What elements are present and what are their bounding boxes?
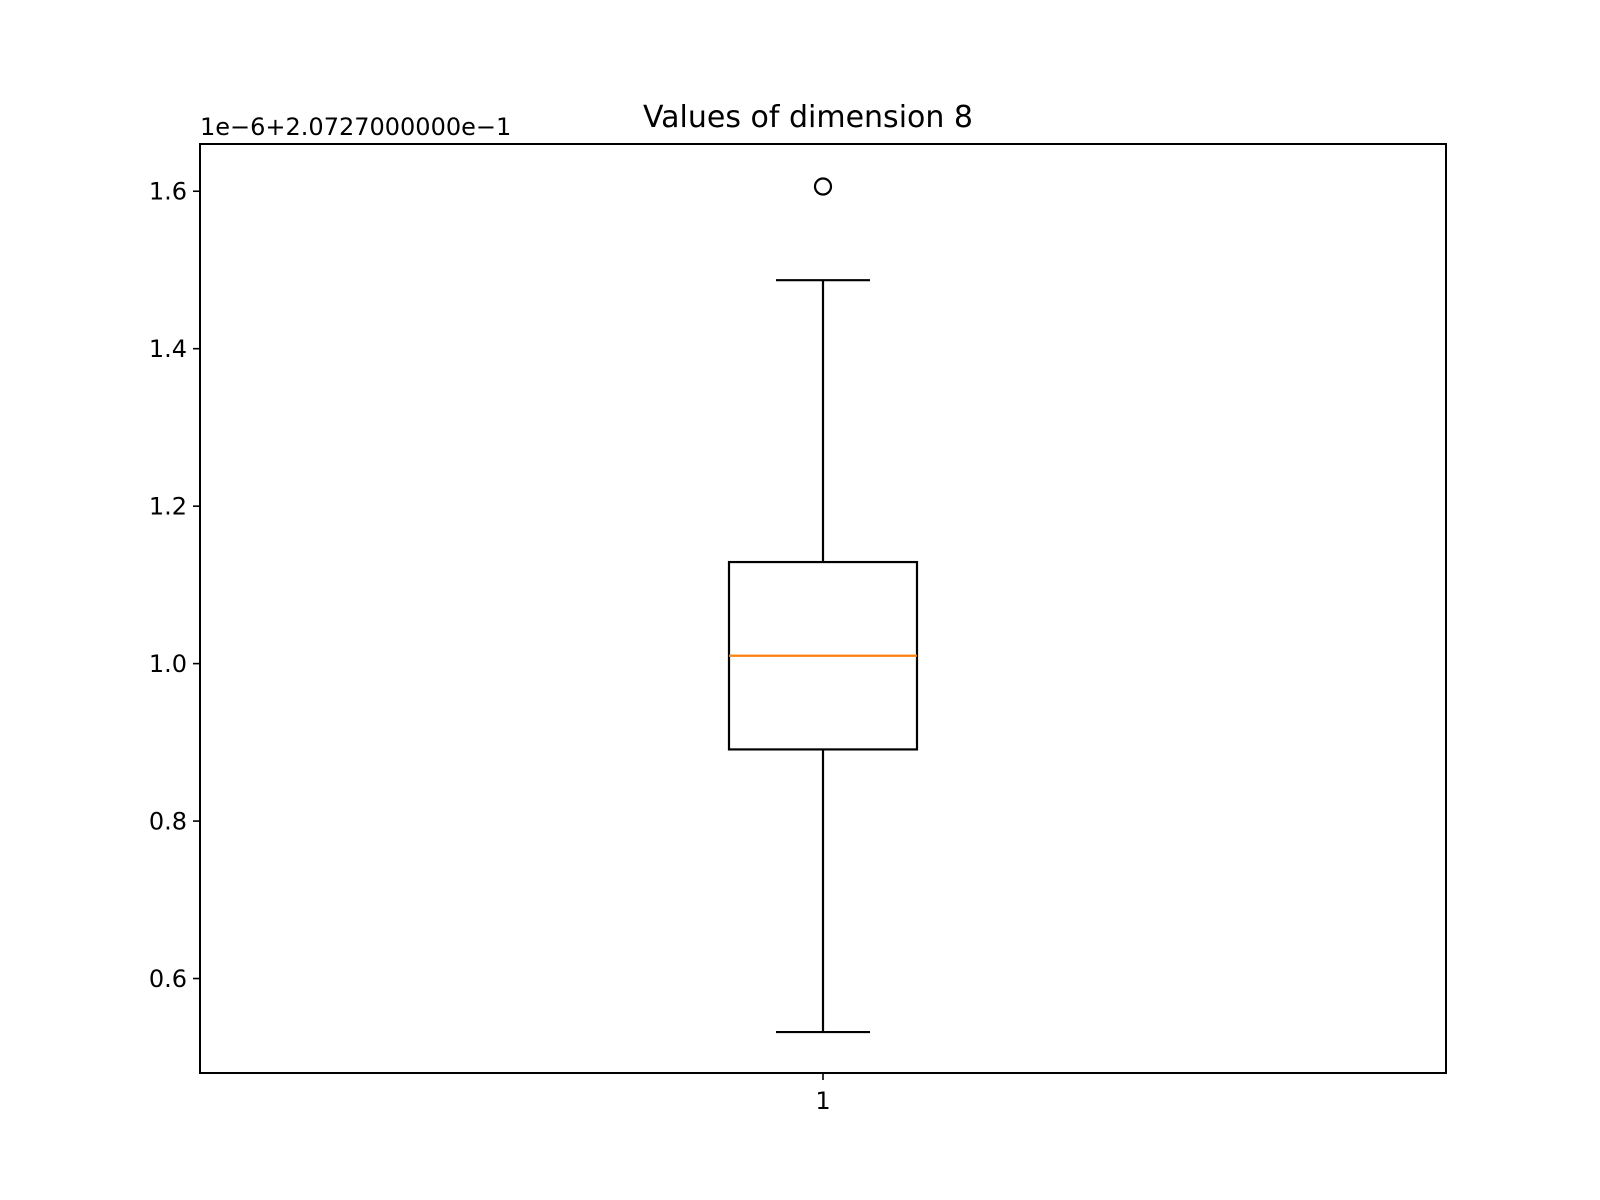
x-tick-label: 1 xyxy=(815,1087,830,1115)
x-axis-ticks: 1 xyxy=(815,1073,831,1115)
y-axis-ticks: 0.6 0.8 1.0 1.2 1.4 1.6 xyxy=(149,178,200,993)
y-tick-label: 1.0 xyxy=(149,650,187,678)
y-tick-label: 1.2 xyxy=(149,493,187,521)
y-tick-label: 1.4 xyxy=(149,335,187,363)
y-axis-offset-label: 1e−6+2.0727000000e−1 xyxy=(200,113,511,141)
y-tick-label: 0.8 xyxy=(149,808,187,836)
y-tick-label: 0.6 xyxy=(149,965,187,993)
box-plot-series xyxy=(727,177,919,1034)
box-group xyxy=(727,177,919,1034)
chart-title: Values of dimension 8 xyxy=(643,100,973,135)
outlier-point xyxy=(813,177,833,196)
plot-area-frame xyxy=(199,143,1447,1074)
y-tick-label: 1.6 xyxy=(149,178,187,206)
